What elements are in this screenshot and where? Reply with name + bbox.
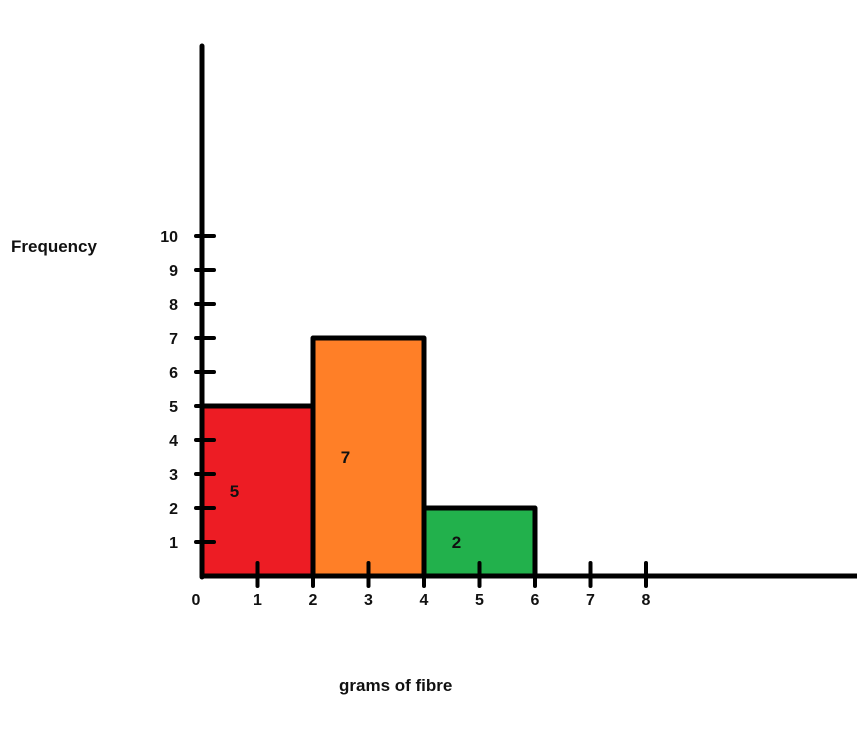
bars-group <box>199 335 538 579</box>
bar-value-label: 2 <box>452 533 461 552</box>
y-tick-label: 6 <box>169 365 178 382</box>
y-tick-label: 4 <box>169 433 178 450</box>
x-tick-label: 1 <box>253 592 262 609</box>
x-ticks-group: 0 1 2 3 4 5 6 7 8 <box>192 561 651 609</box>
bar-value-label: 7 <box>341 448 350 467</box>
bar-2-4 <box>310 335 427 579</box>
x-tick-label: 5 <box>475 592 484 609</box>
y-axis-label: Frequency <box>11 237 98 256</box>
y-tick-label: 9 <box>169 263 178 280</box>
y-tick-label: 1 <box>169 535 178 552</box>
x-tick-label: 8 <box>642 592 651 609</box>
y-tick-label: 2 <box>169 501 178 518</box>
bar-0-2 <box>199 403 316 579</box>
x-tick-label: 2 <box>309 592 318 609</box>
y-tick-label: 8 <box>169 297 178 314</box>
x-tick-label: 0 <box>192 592 201 609</box>
x-tick-label: 6 <box>531 592 540 609</box>
axes-group <box>199 43 857 580</box>
y-tick-label: 7 <box>169 331 178 348</box>
bar-labels-group: 5 7 2 <box>230 448 461 552</box>
y-ticks-group: 1 2 3 4 5 6 7 8 9 10 <box>160 229 216 552</box>
x-tick-label: 3 <box>364 592 373 609</box>
x-axis-label: grams of fibre <box>339 676 452 695</box>
y-tick-label: 10 <box>160 229 178 246</box>
x-tick-label: 7 <box>586 592 595 609</box>
x-tick-label: 4 <box>420 592 429 609</box>
bar-value-label: 5 <box>230 482 239 501</box>
y-tick-label: 3 <box>169 467 178 484</box>
y-tick-label: 5 <box>169 399 178 416</box>
